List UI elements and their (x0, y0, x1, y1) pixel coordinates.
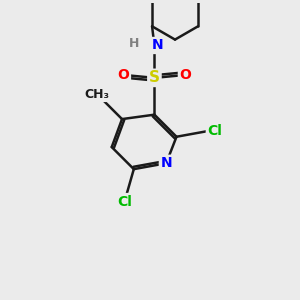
Text: N: N (160, 156, 172, 170)
Text: Cl: Cl (118, 194, 132, 208)
Text: Cl: Cl (207, 124, 222, 138)
Text: N: N (152, 38, 163, 52)
Text: CH₃: CH₃ (85, 88, 110, 100)
Text: O: O (118, 68, 129, 82)
Text: O: O (179, 68, 191, 82)
Text: S: S (149, 70, 160, 86)
Text: H: H (128, 38, 139, 50)
